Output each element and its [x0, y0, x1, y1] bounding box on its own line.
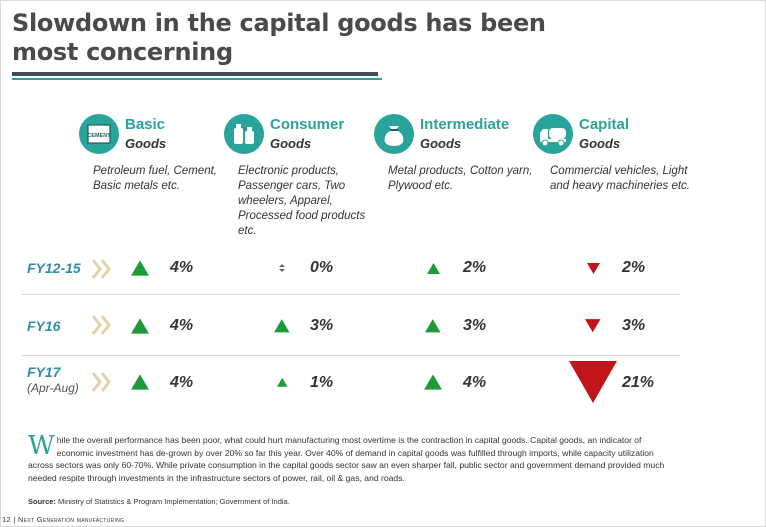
footer-divider: | — [13, 515, 16, 524]
up-arrow-icon — [274, 319, 290, 333]
page-number: 12 — [2, 515, 11, 524]
row-label-fy17: FY17 — [27, 364, 61, 380]
growth-value: 3% — [463, 317, 487, 334]
growth-value: 2% — [463, 259, 487, 276]
down-arrow-icon — [585, 319, 601, 333]
up-arrow-icon — [131, 374, 149, 390]
growth-value: 4% — [170, 259, 194, 276]
chevron-right-icon — [91, 315, 111, 335]
category-sub: Goods — [420, 136, 462, 151]
growth-value: 3% — [622, 317, 646, 334]
up-arrow-icon — [276, 377, 288, 387]
growth-value: 4% — [170, 374, 194, 391]
growth-value: 4% — [463, 374, 487, 391]
growth-value: 1% — [310, 374, 334, 391]
growth-value: 3% — [310, 317, 334, 334]
bottles-icon — [224, 114, 264, 154]
page-title: Slowdown in the capital goods has been m… — [12, 9, 546, 66]
up-arrow-icon — [425, 319, 441, 333]
cement-label: CEMENT — [87, 133, 111, 139]
category-name: Capital — [579, 116, 630, 133]
up-arrow-icon — [426, 262, 440, 274]
title-underline-dark — [12, 72, 378, 76]
row-sublabel-fy17: (Apr-Aug) — [27, 381, 79, 395]
growth-value: 21% — [622, 374, 655, 391]
chevron-right-icon — [91, 372, 111, 392]
down-arrow-icon — [586, 262, 600, 274]
category-name: Consumer — [270, 116, 345, 133]
footer-text: Next Generation manufacturing — [17, 515, 125, 524]
up-arrow-icon — [131, 318, 149, 334]
category-sub: Goods — [270, 136, 312, 151]
row-separator — [22, 294, 680, 295]
truck-icon — [533, 114, 573, 154]
category-sub: Goods — [125, 136, 167, 151]
flat-indicator-icon — [279, 264, 285, 272]
chevron-right-icon — [91, 259, 111, 279]
up-arrow-icon — [131, 260, 149, 276]
source-label: Source: — [28, 497, 56, 506]
source-note: Source: Ministry of Statistics & Program… — [28, 497, 290, 506]
paragraph-text: hile the overall performance has been po… — [28, 435, 665, 483]
category-name: Intermediate — [420, 116, 510, 133]
row-label-fy16: FY16 — [27, 318, 61, 334]
growth-value: 4% — [170, 317, 194, 334]
title-underline-teal — [12, 78, 382, 80]
growth-value: 2% — [622, 259, 646, 276]
sack-icon — [374, 114, 414, 154]
row-separator — [22, 355, 680, 356]
cement-bag-icon: CEMENT — [79, 114, 119, 154]
down-arrow-icon — [569, 361, 617, 403]
source-text: Ministry of Statistics & Program Impleme… — [58, 497, 290, 506]
category-sub: Goods — [579, 136, 621, 151]
growth-value: 0% — [310, 259, 334, 276]
category-name: Basic — [125, 116, 166, 133]
category-desc: Metal products, Cotton yarn, Plywood etc… — [388, 165, 533, 192]
category-desc: Commercial vehicles, Light and heavy mac… — [550, 165, 690, 192]
up-arrow-icon — [424, 374, 442, 390]
category-desc: Electronic products, Passenger cars, Two… — [238, 165, 366, 237]
drop-cap: W — [28, 431, 55, 461]
page-footer: 12 | Next Generation manufacturing — [2, 515, 124, 524]
row-label-fy12-15: FY12-15 — [27, 260, 81, 276]
category-desc: Petroleum fuel, Cement, Basic metals etc… — [93, 165, 218, 192]
